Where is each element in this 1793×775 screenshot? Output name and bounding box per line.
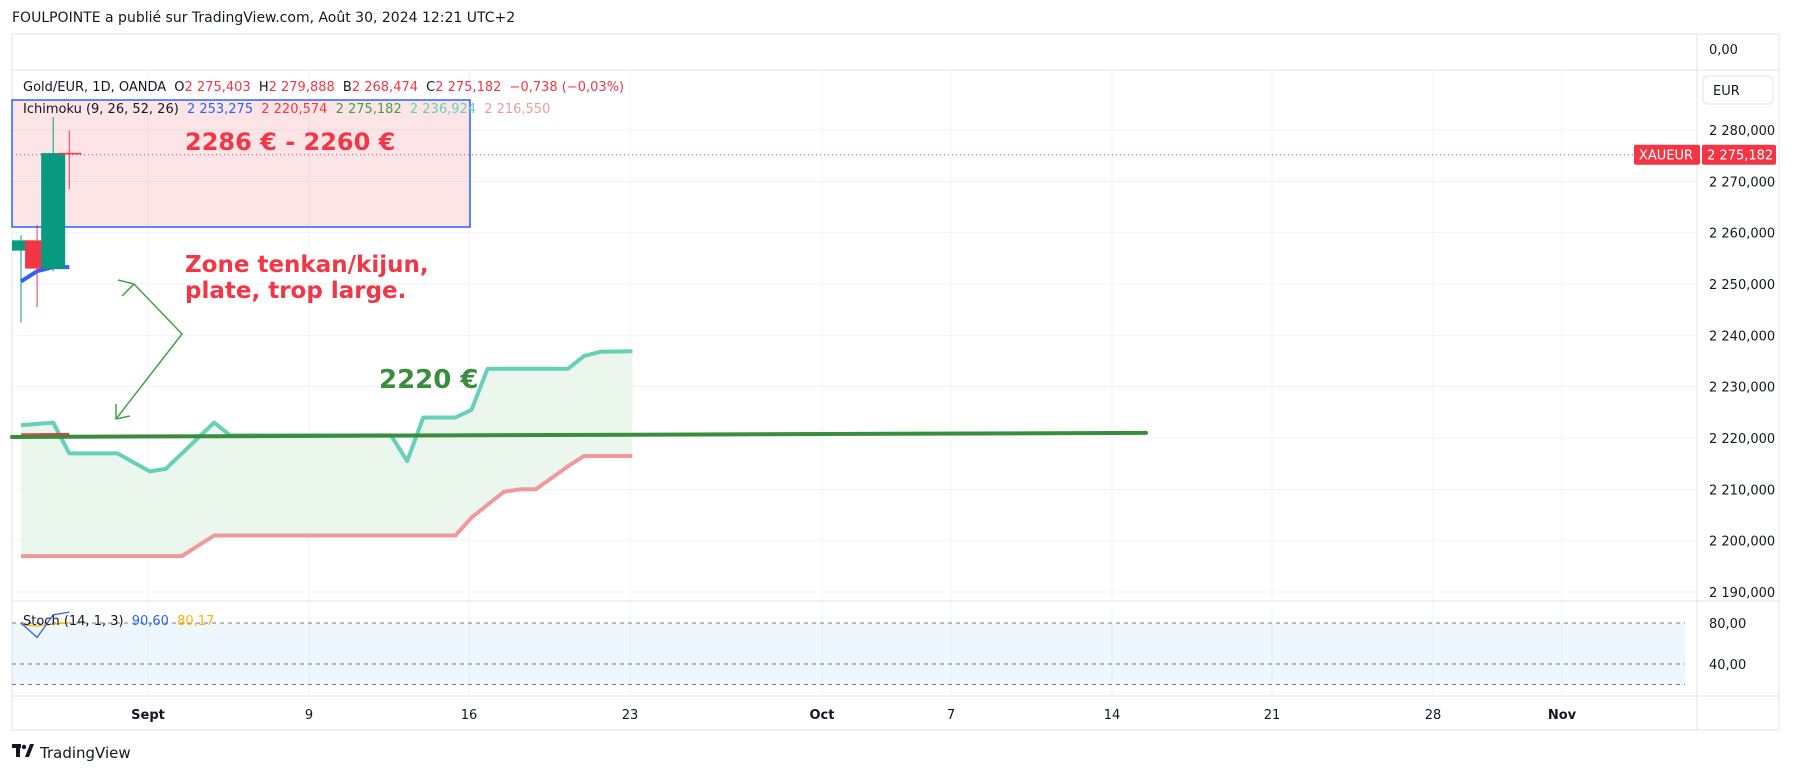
- price-tick-label: 2 230,000: [1709, 381, 1775, 396]
- stoch-band-fill: [12, 623, 1685, 685]
- time-tick-label: 7: [947, 708, 955, 723]
- high-value: 2 279,888: [268, 80, 335, 95]
- change-value: −0,738 (−0,03%): [509, 80, 625, 95]
- currency-button[interactable]: EUR: [1702, 75, 1774, 105]
- ichimoku-senkou-b-value: 2 216,550: [484, 102, 551, 117]
- price-tick-label: 2 240,000: [1709, 329, 1775, 344]
- ichimoku-tenkan-value: 2 253,275: [186, 102, 254, 117]
- ichimoku-lines: [10, 154, 1697, 559]
- candle[interactable]: [12, 235, 33, 323]
- open-value: 2 275,403: [184, 80, 251, 95]
- chart-frame: [11, 33, 1780, 731]
- price-tick-label: 2 200,000: [1709, 535, 1775, 550]
- ichimoku-name[interactable]: Ichimoku (9, 26, 52, 26): [23, 102, 179, 117]
- ichimoku-kijun-value: 2 220,574: [261, 102, 328, 117]
- stoch-d-value: 80,17: [177, 614, 215, 629]
- time-tick-label: 21: [1264, 708, 1281, 723]
- arrow-head-down: [115, 404, 131, 420]
- stoch-name[interactable]: Stoch (14, 1, 3): [23, 614, 124, 629]
- arrow-line: [115, 283, 183, 420]
- time-tick-label: 28: [1425, 708, 1442, 723]
- last-price-badge[interactable]: 2 275,182: [1702, 144, 1776, 165]
- outer-border: [11, 33, 1780, 731]
- low-label: B: [342, 80, 352, 95]
- time-tick-label: Sept: [131, 708, 165, 723]
- stochastic-pane[interactable]: [12, 611, 1685, 685]
- candle[interactable]: [57, 130, 82, 190]
- axes: 0,00 EUR 2 280,000 2 270,000 2 260,000 2 250,…: [131, 43, 1776, 723]
- price-tick-label: 2 260,000: [1709, 227, 1775, 242]
- top-axis-label: 0,00: [1709, 43, 1738, 58]
- stoch-tick-label: 80,00: [1709, 617, 1746, 632]
- symbol-label[interactable]: Gold/EUR, 1D, OANDA: [23, 80, 167, 95]
- high-label: H: [258, 80, 269, 95]
- zone-label: 2286 € - 2260 €: [185, 128, 395, 156]
- ichimoku-senkou-a-value: 2 236,924: [409, 102, 477, 117]
- stoch-legend: Stoch (14, 1, 3) 90,60 80,17: [23, 614, 218, 629]
- symbol-badge[interactable]: XAUEUR: [1634, 144, 1700, 165]
- close-value: 2 275,182: [435, 80, 502, 95]
- symbol-badge-bg: [1634, 144, 1700, 165]
- price-tick-label: 2 210,000: [1709, 483, 1775, 498]
- price-tick-label: 2 220,000: [1709, 432, 1775, 447]
- time-tick-label: 16: [461, 708, 478, 723]
- time-tick-label: Oct: [810, 708, 835, 723]
- stoch-k-value: 90,60: [131, 614, 169, 629]
- symbol-badge-label: XAUEUR: [1639, 149, 1693, 164]
- brand-name: TradingView: [40, 744, 131, 762]
- senkou-span-b-line: [21, 454, 633, 559]
- time-tick-label: 14: [1104, 708, 1121, 723]
- candlesticks[interactable]: [12, 117, 82, 323]
- candle-body: [41, 153, 66, 269]
- ichimoku-chikou-value: 2 275,182: [335, 102, 402, 117]
- zone-rectangle[interactable]: [11, 99, 471, 228]
- price-tick-label: 2 190,000: [1709, 586, 1775, 601]
- close-label: C: [426, 80, 436, 95]
- arrow-head-up: [117, 279, 136, 297]
- brand[interactable]: TradingView: [12, 744, 131, 762]
- ichimoku-legend: Ichimoku (9, 26, 52, 26) 2 253,275 2 220…: [23, 102, 554, 117]
- resistance-zone[interactable]: 2286 € - 2260 €: [11, 99, 471, 228]
- low-value: 2 268,474: [351, 80, 419, 95]
- stoch-tick-label: 40,00: [1709, 658, 1746, 673]
- main-legend: Gold/EUR, 1D, OANDA O2 275,403 H2 279,88…: [23, 80, 628, 95]
- price-tick-label: 2 250,000: [1709, 278, 1775, 293]
- time-tick-label: Nov: [1548, 708, 1577, 723]
- currency-button-frame: [1702, 75, 1774, 105]
- time-tick-label: 23: [622, 708, 639, 723]
- publisher-line: FOULPOINTE a publié sur TradingView.com,…: [12, 10, 516, 26]
- time-tick-label: 9: [305, 708, 313, 723]
- price-tick-label: 2 270,000: [1709, 175, 1775, 190]
- last-price-label: 2 275,182: [1707, 149, 1773, 164]
- last-price-badge-bg: [1702, 144, 1776, 165]
- ichimoku-cloud: [21, 351, 633, 557]
- tradingview-logo-icon: [12, 744, 34, 762]
- comment-line-1: Zone tenkan/kijun,: [185, 252, 429, 278]
- open-label: O: [174, 80, 185, 95]
- level-label: 2220 €: [379, 365, 479, 395]
- currency-label: EUR: [1713, 84, 1740, 99]
- comment-line-2: plate, trop large.: [185, 278, 406, 304]
- grid-lines: [12, 70, 1697, 696]
- candle-body: [12, 240, 33, 251]
- price-tick-label: 2 280,000: [1709, 124, 1775, 139]
- candle[interactable]: [41, 117, 66, 272]
- tenkan-sen-line: [19, 265, 70, 284]
- level-line-2220[interactable]: [10, 430, 1148, 439]
- annotations[interactable]: Zone tenkan/kijun,plate, trop large. 2220…: [115, 252, 479, 420]
- cloud-fill: [21, 351, 633, 557]
- stoch-k-line: [20, 611, 70, 639]
